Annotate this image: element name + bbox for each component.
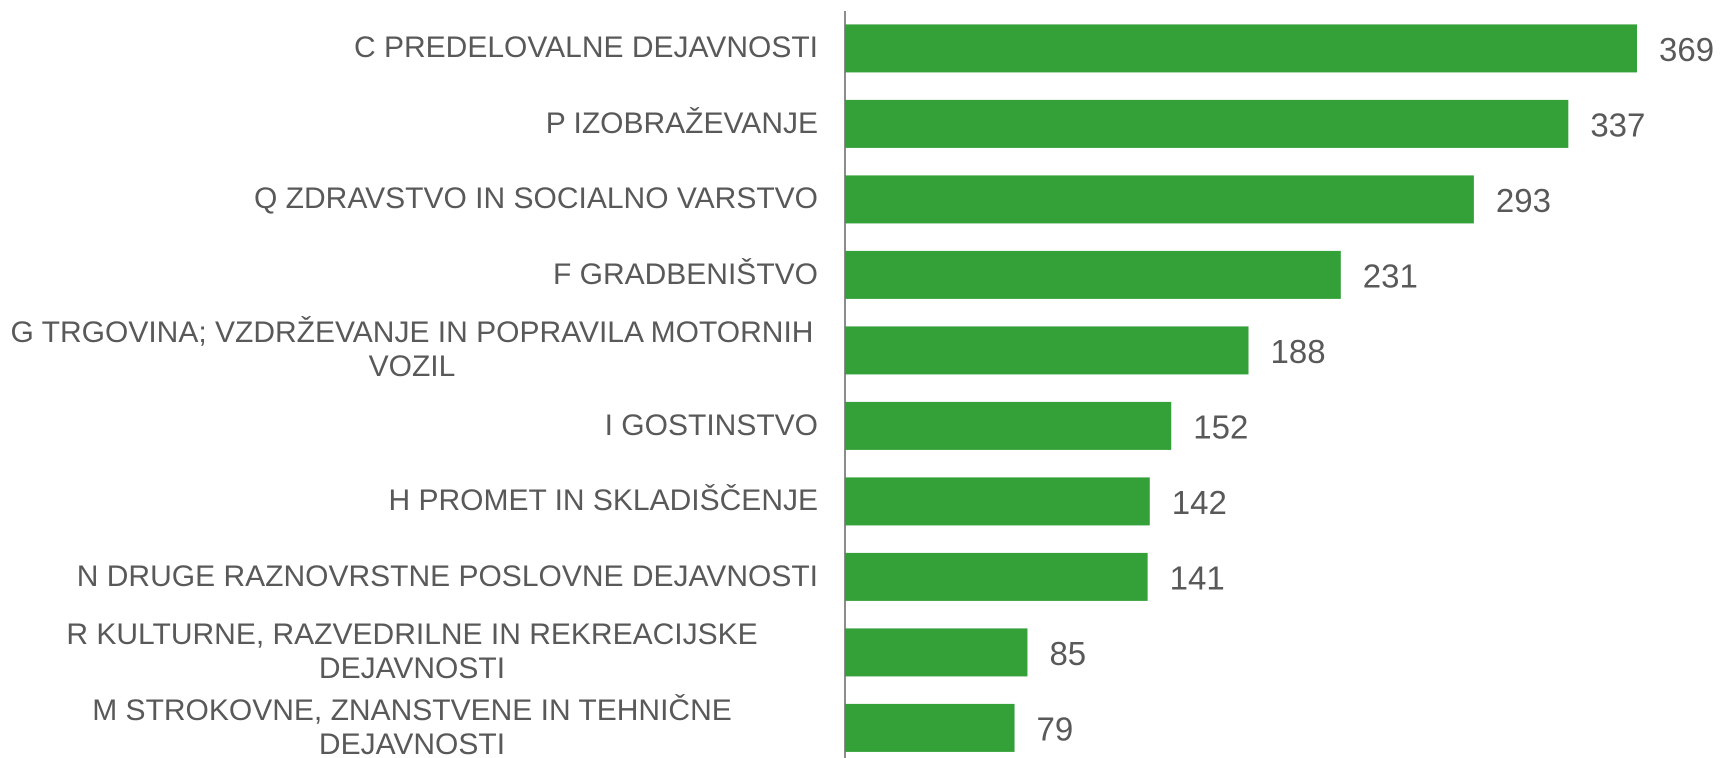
category-label: H PROMET IN SKLADIŠČENJE xyxy=(0,461,818,541)
category-text: R KULTURNE, RAZVEDRILNE IN REKREACIJSKE … xyxy=(66,618,758,686)
category-label: F GRADBENIŠTVO xyxy=(0,235,818,315)
category-label: I GOSTINSTVO xyxy=(0,386,818,466)
value-label: 85 xyxy=(1049,635,1086,672)
bar xyxy=(845,401,1172,450)
bar xyxy=(845,628,1028,677)
category-text: C PREDELOVALNE DEJAVNOSTI xyxy=(353,31,818,65)
category-label: C PREDELOVALNE DEJAVNOSTI xyxy=(0,8,818,88)
bar xyxy=(845,24,1637,73)
value-label: 141 xyxy=(1170,559,1225,596)
bar xyxy=(845,175,1474,224)
category-text: N DRUGE RAZNOVRSTNE POSLOVNE DEJAVNOSTI xyxy=(76,559,818,593)
value-label: 369 xyxy=(1659,31,1714,68)
category-text: P IZOBRAŽEVANJE xyxy=(545,106,818,140)
bar xyxy=(845,250,1341,299)
value-label: 337 xyxy=(1590,106,1645,143)
bar xyxy=(845,477,1150,526)
category-text: F GRADBENIŠTVO xyxy=(552,257,818,291)
category-text: M STROKOVNE, ZNANSTVENE IN TEHNIČNE DEJA… xyxy=(92,693,732,758)
bar xyxy=(845,703,1015,752)
category-text: H PROMET IN SKLADIŠČENJE xyxy=(388,484,818,518)
value-label: 293 xyxy=(1496,182,1551,219)
category-text: G TRGOVINA; VZDRŽEVANJE IN POPRAVILA MOT… xyxy=(10,316,814,384)
category-label: M STROKOVNE, ZNANSTVENE IN TEHNIČNE DEJA… xyxy=(0,688,818,758)
category-label: G TRGOVINA; VZDRŽEVANJE IN POPRAVILA MOT… xyxy=(0,310,818,390)
value-label: 142 xyxy=(1172,484,1227,521)
value-label: 79 xyxy=(1037,710,1074,747)
value-label: 231 xyxy=(1363,257,1418,294)
category-label: N DRUGE RAZNOVRSTNE POSLOVNE DEJAVNOSTI xyxy=(0,537,818,617)
category-text: Q ZDRAVSTVO IN SOCIALNO VARSTVO xyxy=(254,182,818,216)
category-label: R KULTURNE, RAZVEDRILNE IN REKREACIJSKE … xyxy=(0,612,818,692)
value-label: 152 xyxy=(1193,408,1248,445)
value-label: 188 xyxy=(1271,333,1326,370)
bar xyxy=(845,552,1148,601)
category-label: P IZOBRAŽEVANJE xyxy=(0,84,818,164)
category-label: Q ZDRAVSTVO IN SOCIALNO VARSTVO xyxy=(0,159,818,239)
bar xyxy=(845,326,1249,375)
category-text: I GOSTINSTVO xyxy=(604,408,818,442)
bar xyxy=(845,99,1569,148)
